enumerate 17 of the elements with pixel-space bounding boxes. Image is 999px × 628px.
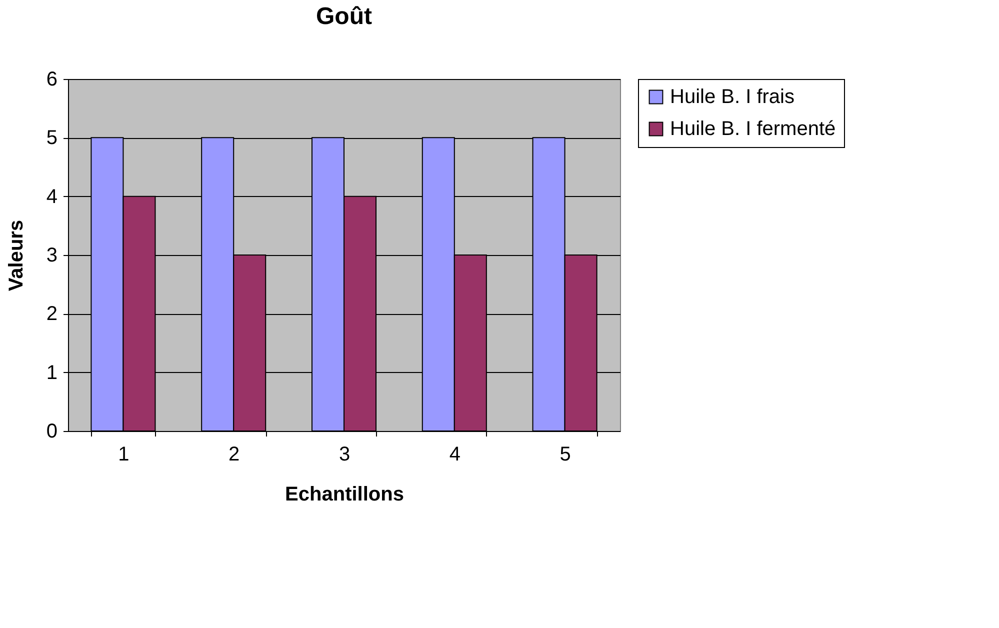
y-tick-label: 4 — [46, 186, 58, 208]
legend-label: Huile B. I frais — [670, 86, 794, 108]
x-tick-label: 5 — [560, 444, 571, 466]
y-tick-label: 0 — [46, 420, 58, 442]
x-tick-label: 3 — [338, 444, 350, 466]
x-tick-label: 2 — [228, 444, 240, 466]
y-tick-label: 2 — [46, 303, 58, 326]
x-tick-label: 1 — [118, 444, 130, 466]
y-axis-title: Valeurs — [5, 220, 28, 292]
y-tick-label: 1 — [46, 362, 58, 384]
y-tick-label: 5 — [46, 127, 58, 150]
x-tick-label: 4 — [449, 444, 460, 466]
chart-title: Goût — [316, 3, 372, 30]
legend-label: Huile B. I fermenté — [670, 118, 836, 140]
y-tick-label: 6 — [46, 68, 58, 90]
y-tick-label: 3 — [46, 244, 58, 266]
x-axis-title: Echantillons — [285, 484, 404, 506]
